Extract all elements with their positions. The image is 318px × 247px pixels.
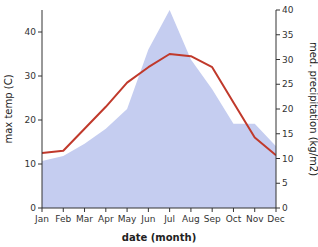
y-tick xyxy=(38,120,42,121)
y2-tick-label: 15 xyxy=(282,129,293,139)
y2-tick xyxy=(276,59,280,60)
x-tick-label: Jun xyxy=(140,214,155,224)
x-tick xyxy=(127,208,128,212)
temperature-line xyxy=(42,54,276,155)
x-axis-label: date (month) xyxy=(122,232,196,243)
y2-tick xyxy=(276,208,280,209)
precipitation-area xyxy=(42,10,276,208)
y-tick-label: 30 xyxy=(25,71,37,81)
y-tick-label: 10 xyxy=(25,159,37,169)
y-tick-label: 20 xyxy=(25,115,37,125)
x-tick-label: Jan xyxy=(34,214,49,224)
x-tick-label: Oct xyxy=(226,214,242,224)
x-tick xyxy=(42,208,43,212)
y2-tick xyxy=(276,133,280,134)
y2-tick-label: 40 xyxy=(282,5,294,15)
x-tick xyxy=(169,208,170,212)
y2-tick xyxy=(276,10,280,11)
x-tick-label: Jul xyxy=(163,214,175,224)
y-tick xyxy=(38,208,42,209)
x-tick xyxy=(105,208,106,212)
bottom-axis xyxy=(42,208,276,209)
y2-tick-label: 0 xyxy=(282,203,288,213)
y-tick xyxy=(38,32,42,33)
y2-tick-label: 30 xyxy=(282,55,294,65)
x-tick xyxy=(212,208,213,212)
y2-tick xyxy=(276,34,280,35)
y-tick-label: 40 xyxy=(25,27,37,37)
x-tick-label: May xyxy=(118,214,137,224)
y2-tick xyxy=(276,84,280,85)
x-tick xyxy=(254,208,255,212)
y2-tick-label: 5 xyxy=(282,178,288,188)
y-tick xyxy=(38,164,42,165)
x-tick xyxy=(276,208,277,212)
x-tick-label: Apr xyxy=(98,214,114,224)
x-tick-label: Feb xyxy=(55,214,71,224)
x-tick-label: Nov xyxy=(246,214,264,224)
y-axis-label: max temp (C) xyxy=(3,74,14,143)
y2-tick xyxy=(276,183,280,184)
y2-tick xyxy=(276,158,280,159)
y2-tick-label: 10 xyxy=(282,154,294,164)
x-tick-label: Mar xyxy=(76,214,93,224)
plot-area xyxy=(42,10,276,208)
x-tick xyxy=(148,208,149,212)
x-tick xyxy=(63,208,64,212)
left-axis xyxy=(42,10,43,208)
x-tick xyxy=(190,208,191,212)
x-tick-label: Sep xyxy=(204,214,221,224)
x-tick-label: Dec xyxy=(267,214,284,224)
y2-axis-label: med. precipitation (kg/m2) xyxy=(308,42,318,176)
x-tick-label: Aug xyxy=(182,214,200,224)
y2-tick-label: 35 xyxy=(282,30,293,40)
y2-tick xyxy=(276,109,280,110)
x-tick xyxy=(84,208,85,212)
y2-tick-label: 20 xyxy=(282,104,294,114)
y-tick xyxy=(38,76,42,77)
x-tick xyxy=(233,208,234,212)
y2-tick-label: 25 xyxy=(282,79,293,89)
chart: 0 10 20 30 40 0 5 10 15 20 25 30 35 40 Jan Feb Mar Apr May… xyxy=(0,0,318,247)
y-tick-label: 0 xyxy=(30,203,36,213)
